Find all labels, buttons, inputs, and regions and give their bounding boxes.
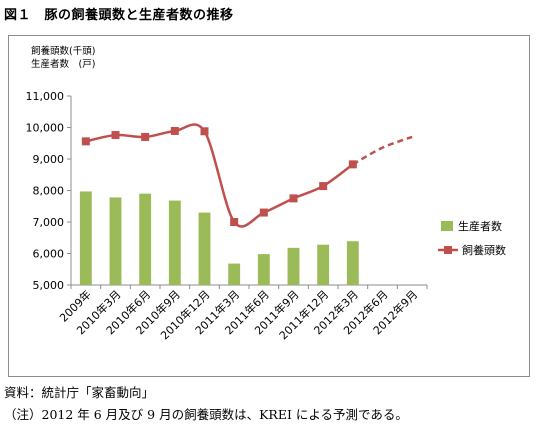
bar-2009年 — [79, 191, 92, 285]
line-marker-2011年9月 — [289, 194, 298, 203]
line-marker-2010年6月 — [141, 132, 150, 141]
bar-2011年12月 — [317, 244, 330, 285]
y-tick-label: 7,000 — [33, 216, 65, 229]
y-tick-label: 6,000 — [33, 248, 65, 261]
line-marker-2011年12月 — [319, 182, 328, 191]
bar-2012年3月 — [346, 241, 359, 285]
chart-svg: 飼養頭数(千頭)生産者数 (戸) 5,000 6,000 7,000 8,000 9,00… — [26, 45, 507, 342]
figure-title: 図１ 豚の飼養頭数と生産者数の推移 — [4, 8, 234, 23]
unit-label: 飼養頭数(千頭) — [31, 45, 95, 57]
line-marker-2012年3月 — [348, 160, 357, 169]
bar-2010年3月 — [109, 197, 122, 285]
y-tick-label: 11,000 — [26, 90, 65, 103]
bar-2010年9月 — [168, 200, 181, 285]
legend-swatch-bar — [441, 221, 453, 231]
y-tick-label: 8,000 — [33, 185, 65, 198]
line-marker-2011年6月 — [259, 208, 268, 217]
legend-label-line: 飼養頭数 — [462, 243, 506, 257]
y-tick-label: 5,000 — [33, 279, 65, 292]
bar-2011年3月 — [228, 263, 241, 285]
y-tick-label: 9,000 — [33, 153, 65, 166]
bar-2010年6月 — [139, 193, 152, 285]
bar-2011年6月 — [257, 254, 270, 285]
legend-label-bar: 生産者数 — [458, 219, 502, 233]
chart-area: 飼養頭数(千頭) 生産者数 (戸) 5,000 6,000 7,000 8,000 9,00… — [8, 35, 530, 377]
bar-2011年9月 — [287, 247, 300, 285]
line-series-projected — [352, 135, 413, 166]
line-marker-2011年3月 — [230, 218, 239, 226]
footnote: （注）2012 年 6 月及び 9 月の飼養頭数は、KREI による予測である。 — [4, 407, 408, 422]
source-note: 資料：統計庁「家畜動向」 — [4, 385, 155, 400]
line-marker-2010年9月 — [170, 126, 179, 135]
line-series-actual — [85, 123, 354, 228]
legend-marker-line — [444, 246, 452, 254]
line-marker-2009年 — [81, 137, 90, 146]
line-marker-2010年3月 — [111, 131, 120, 140]
unit-label: 生産者数 (戸) — [31, 58, 95, 70]
bar-2010年12月 — [198, 212, 211, 285]
y-tick-label: 10,000 — [26, 122, 65, 135]
line-marker-2010年12月 — [200, 127, 209, 136]
